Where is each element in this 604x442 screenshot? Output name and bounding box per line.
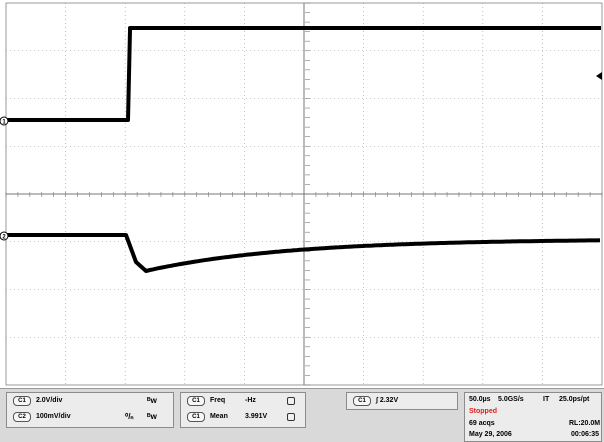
horizontal-scale: 50.0µs	[469, 396, 491, 403]
time: 00:06:35	[571, 431, 600, 438]
svg-text:1: 1	[2, 120, 6, 126]
graticule-grid	[5, 2, 603, 386]
coupling-icon: ⁰/ₙ	[125, 412, 134, 421]
acquisition-count: 69 acqs	[469, 420, 495, 427]
record-length: RL:20.0M	[569, 420, 601, 427]
channel-2-marker[interactable]: 2	[0, 231, 9, 241]
waveform-svg: 12	[0, 2, 603, 386]
channel-2-trace	[4, 233, 601, 273]
readout-panel: C1 2.0V/div C2 100mV/div ᴮw ⁰/ₙ ᴮw C1 Fr…	[0, 388, 604, 442]
bandwidth-limit-icon-2: ᴮw	[147, 412, 157, 421]
c2-scale: 100mV/div	[35, 413, 71, 420]
channel-1-marker[interactable]: 1	[0, 116, 9, 126]
run-status[interactable]: Stopped	[469, 408, 497, 415]
mean-label: Mean	[209, 413, 228, 420]
freq-label: Freq	[209, 397, 226, 404]
trigger-level-icon[interactable]	[596, 72, 602, 80]
c1-scale: 2.0V/div	[35, 397, 63, 404]
svg-text:2: 2	[2, 235, 6, 241]
mean-measurement[interactable]: C1 Mean	[187, 412, 228, 422]
date: May 29, 2006	[469, 431, 512, 438]
c2-chip: C2	[13, 412, 31, 422]
freq-value: -Hz	[245, 397, 256, 404]
trigger-slope-icon: ∫	[375, 397, 378, 404]
mean-source-chip: C1	[187, 412, 205, 422]
freq-measurement[interactable]: C1 Freq	[187, 396, 225, 406]
c1-scale-row[interactable]: C1 2.0V/div	[13, 396, 62, 406]
mean-value: 3.991V	[245, 413, 268, 420]
trigger-level: 2.32V	[379, 397, 399, 404]
trigger-row[interactable]: C1 ∫ 2.32V	[353, 396, 398, 406]
freq-source-chip: C1	[187, 396, 205, 406]
channel-scale-box[interactable]: C1 2.0V/div C2 100mV/div ᴮw ⁰/ₙ ᴮw	[6, 392, 174, 428]
c1-chip: C1	[13, 396, 31, 406]
bandwidth-limit-icon: ᴮw	[147, 396, 157, 405]
acq-mode: IT	[543, 396, 550, 403]
resolution: 25.0ps/pt	[559, 396, 590, 403]
channel-1-trace	[6, 26, 601, 122]
measurement-statistics-icon[interactable]	[287, 413, 295, 421]
timebase-box[interactable]: 50.0µs 5.0GS/s IT 25.0ps/pt Stopped 69 a…	[464, 392, 602, 442]
measurement-settings-icon[interactable]	[287, 397, 295, 405]
sample-rate: 5.0GS/s	[498, 396, 524, 403]
trigger-source-chip: C1	[353, 396, 371, 406]
measurement-box[interactable]: C1 Freq -Hz C1 Mean 3.991V	[180, 392, 306, 428]
c2-scale-row[interactable]: C2 100mV/div	[13, 412, 71, 422]
trigger-box[interactable]: C1 ∫ 2.32V	[346, 392, 458, 410]
